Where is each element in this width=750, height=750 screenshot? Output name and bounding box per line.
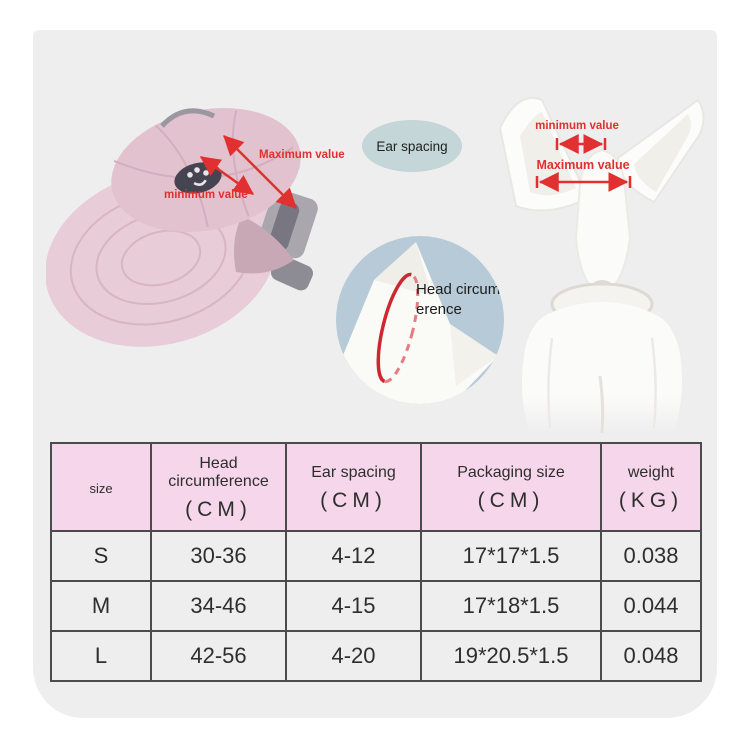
- header-weight-label: weight: [627, 463, 675, 481]
- dog-right-leg-line: [650, 337, 657, 429]
- cell-packaging-size: 19*20.5*1.5: [420, 630, 602, 682]
- cell-weight: 0.048: [600, 630, 702, 682]
- cell-packaging-size: 17*18*1.5: [420, 580, 602, 632]
- header-head-label: Head circumference: [168, 454, 269, 490]
- table-header-size: size: [50, 442, 152, 532]
- dog-max-label: Maximum value: [536, 158, 630, 172]
- table-row-l: L 42-56 4-20 19*20.5*1.5 0.048: [50, 630, 702, 682]
- cap-min-label: minimum value: [164, 189, 248, 201]
- head-circumference-inset: Head circumf erence: [336, 236, 504, 404]
- size-table: size Head circumference (CM) Ear spacing…: [50, 442, 702, 682]
- head-circumference-label: Head circumf erence: [416, 280, 504, 319]
- ear-spacing-bubble: Ear spacing: [362, 120, 462, 172]
- cell-head-circumference: 30-36: [150, 530, 287, 582]
- table-header-weight: weight (KG): [600, 442, 702, 532]
- dog-mannequin-illustration: [498, 97, 705, 433]
- table-row-s: S 30-36 4-12 17*17*1.5 0.038: [50, 530, 702, 582]
- dog-leg-separation: [598, 375, 605, 433]
- cell-weight: 0.038: [600, 530, 702, 582]
- pet-cap-illustration: [46, 108, 318, 347]
- header-ear-unit: (CM): [320, 488, 387, 512]
- size-table-header: size Head circumference (CM) Ear spacing…: [50, 442, 702, 532]
- size-table-body: S 30-36 4-12 17*17*1.5 0.038 M 34-46 4-1…: [50, 530, 702, 682]
- table-header-head-circumference: Head circumference (CM): [150, 442, 287, 532]
- cell-size: M: [50, 580, 152, 632]
- dog-min-label: minimum value: [535, 120, 619, 132]
- cell-ear-spacing: 4-12: [285, 530, 422, 582]
- header-head-unit: (CM): [185, 497, 252, 521]
- cap-opening: [234, 216, 294, 274]
- dog-muzzle-shape: [450, 324, 498, 386]
- ear-spacing-label: Ear spacing: [376, 138, 448, 154]
- cell-head-circumference: 34-46: [150, 580, 287, 632]
- cell-head-circumference: 42-56: [150, 630, 287, 682]
- cell-size: L: [50, 630, 152, 682]
- cell-weight: 0.044: [600, 580, 702, 632]
- table-header-row: size Head circumference (CM) Ear spacing…: [50, 442, 702, 532]
- head-circumference-line2: erence: [416, 300, 462, 318]
- dog-right-ear-inner: [634, 114, 691, 192]
- header-ear-label: Ear spacing: [311, 463, 396, 481]
- header-weight-unit: (KG): [618, 488, 684, 512]
- cell-packaging-size: 17*17*1.5: [420, 530, 602, 582]
- cap-max-label: Maximum value: [259, 149, 345, 161]
- header-packaging-unit: (CM): [477, 488, 545, 512]
- header-packaging-label: Packaging size: [457, 463, 565, 481]
- dog-head-closeup: [336, 242, 498, 404]
- head-circumference-line1: Head circumf: [416, 281, 504, 298]
- dog-left-leg-line: [547, 337, 554, 429]
- cap-top-loop: [160, 108, 216, 128]
- table-header-ear-spacing: Ear spacing (CM): [285, 442, 422, 532]
- cell-ear-spacing: 4-20: [285, 630, 422, 682]
- dog-body: [522, 302, 682, 433]
- table-row-m: M 34-46 4-15 17*18*1.5 0.044: [50, 580, 702, 632]
- cell-size: S: [50, 530, 152, 582]
- header-size-label: size: [89, 480, 113, 496]
- table-header-packaging-size: Packaging size (CM): [420, 442, 602, 532]
- cap-strap-dark: [268, 201, 300, 251]
- cell-ear-spacing: 4-15: [285, 580, 422, 632]
